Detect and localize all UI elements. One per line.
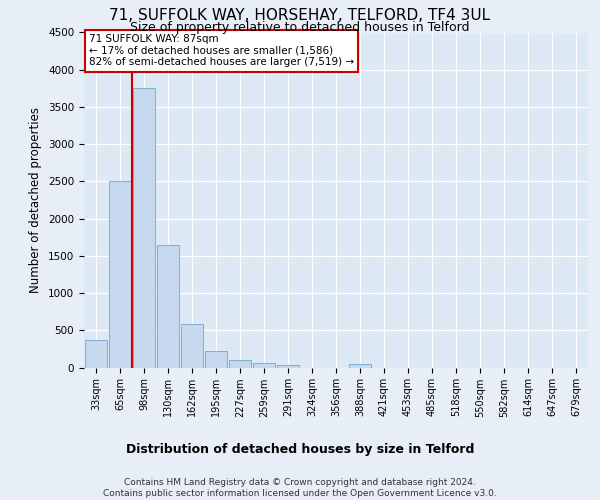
- Bar: [181, 324, 203, 368]
- Bar: [253, 363, 275, 368]
- Y-axis label: Number of detached properties: Number of detached properties: [29, 107, 43, 293]
- Text: 71, SUFFOLK WAY, HORSEHAY, TELFORD, TF4 3UL: 71, SUFFOLK WAY, HORSEHAY, TELFORD, TF4 …: [109, 8, 491, 22]
- Bar: [109, 182, 131, 368]
- Text: 71 SUFFOLK WAY: 87sqm
← 17% of detached houses are smaller (1,586)
82% of semi-d: 71 SUFFOLK WAY: 87sqm ← 17% of detached …: [89, 34, 354, 68]
- Bar: [85, 340, 107, 367]
- Text: Contains HM Land Registry data © Crown copyright and database right 2024.
Contai: Contains HM Land Registry data © Crown c…: [103, 478, 497, 498]
- Bar: [229, 360, 251, 368]
- Bar: [205, 351, 227, 368]
- Bar: [277, 364, 299, 368]
- Text: Size of property relative to detached houses in Telford: Size of property relative to detached ho…: [130, 21, 470, 34]
- Bar: [157, 244, 179, 368]
- Bar: [349, 364, 371, 368]
- Text: Distribution of detached houses by size in Telford: Distribution of detached houses by size …: [126, 442, 474, 456]
- Bar: [133, 88, 155, 368]
